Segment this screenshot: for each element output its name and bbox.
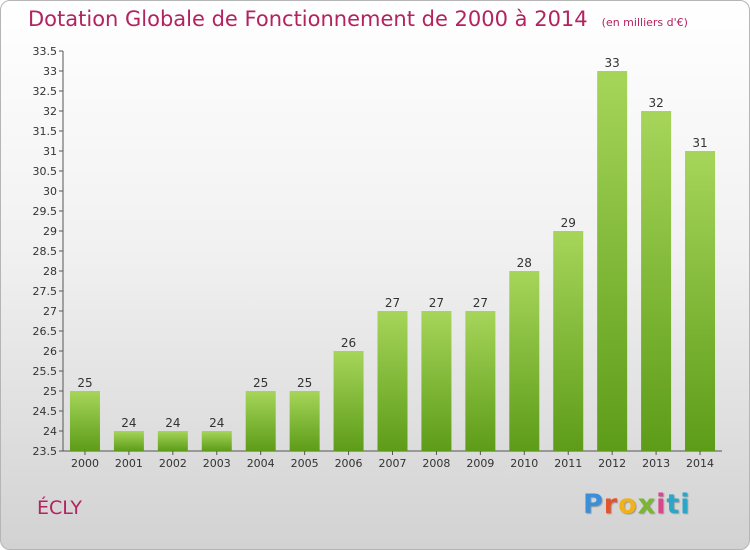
data-label: 25: [77, 376, 92, 390]
y-tick-label: 30: [43, 185, 57, 198]
y-tick-label: 24.5: [33, 405, 58, 418]
data-label: 25: [253, 376, 268, 390]
y-tick-label: 25: [43, 385, 57, 398]
bar: [685, 151, 716, 451]
x-tick-label: 2014: [686, 457, 714, 470]
x-tick-label: 2007: [379, 457, 407, 470]
bar: [69, 391, 100, 451]
x-tick-label: 2013: [642, 457, 670, 470]
bar: [597, 71, 628, 451]
bar: [553, 231, 584, 451]
y-tick-label: 28: [43, 265, 57, 278]
y-tick-label: 27: [43, 305, 57, 318]
y-tick-label: 33: [43, 65, 57, 78]
y-tick-label: 29.5: [33, 205, 58, 218]
chart-title: Dotation Globale de Fonctionnement de 20…: [28, 7, 588, 31]
y-tick-label: 28.5: [33, 245, 58, 258]
commune-name: ÉCLY: [37, 497, 82, 519]
data-label: 24: [209, 416, 224, 430]
logo-letter: o: [618, 489, 638, 520]
data-label: 31: [692, 136, 707, 150]
data-label: 25: [297, 376, 312, 390]
data-label: 24: [121, 416, 136, 430]
y-tick-label: 33.5: [33, 45, 58, 58]
title-row: Dotation Globale de Fonctionnement de 20…: [28, 7, 688, 31]
y-tick-label: 31.5: [33, 125, 58, 138]
x-tick-label: 2006: [335, 457, 363, 470]
y-tick-label: 27.5: [33, 285, 58, 298]
logo-letter: r: [603, 489, 619, 520]
bar: [465, 311, 496, 451]
y-tick-label: 31: [43, 145, 57, 158]
bar: [289, 391, 320, 451]
y-tick-label: 25.5: [33, 365, 58, 378]
y-tick-label: 32.5: [33, 85, 58, 98]
data-label: 27: [385, 296, 400, 310]
y-tick-label: 26.5: [33, 325, 58, 338]
y-tick-label: 30.5: [33, 165, 58, 178]
x-tick-label: 2002: [159, 457, 187, 470]
x-tick-label: 2004: [247, 457, 275, 470]
bar: [377, 311, 408, 451]
data-label: 28: [517, 256, 532, 270]
x-tick-label: 2005: [291, 457, 319, 470]
data-label: 27: [473, 296, 488, 310]
bar: [245, 391, 276, 451]
x-tick-label: 2001: [115, 457, 143, 470]
logo-letter: P: [583, 489, 604, 520]
x-tick-label: 2003: [203, 457, 231, 470]
bar: [113, 431, 144, 451]
x-tick-label: 2011: [554, 457, 582, 470]
bar: [641, 111, 672, 451]
chart-subtitle: (en milliers d'€): [601, 16, 688, 29]
bar: [509, 271, 540, 451]
logo-letter: i: [656, 489, 667, 520]
proxiti-logo: Proxiti: [583, 489, 691, 520]
x-tick-label: 2000: [71, 457, 99, 470]
x-tick-label: 2009: [466, 457, 494, 470]
y-tick-label: 23.5: [33, 445, 58, 458]
y-tick-label: 24: [43, 425, 57, 438]
y-tick-label: 26: [43, 345, 57, 358]
data-label: 24: [165, 416, 180, 430]
x-tick-label: 2008: [422, 457, 450, 470]
bar: [333, 351, 364, 451]
data-label: 29: [561, 216, 576, 230]
logo-letter: x: [637, 489, 657, 520]
data-label: 26: [341, 336, 356, 350]
y-tick-label: 32: [43, 105, 57, 118]
x-tick-label: 2010: [510, 457, 538, 470]
x-tick-label: 2012: [598, 457, 626, 470]
data-label: 33: [605, 56, 620, 70]
data-label: 27: [429, 296, 444, 310]
y-tick-label: 29: [43, 225, 57, 238]
bar: [201, 431, 232, 451]
bar: [157, 431, 188, 451]
data-label: 32: [648, 96, 663, 110]
bar: [421, 311, 452, 451]
logo-letter: ti: [666, 489, 691, 520]
